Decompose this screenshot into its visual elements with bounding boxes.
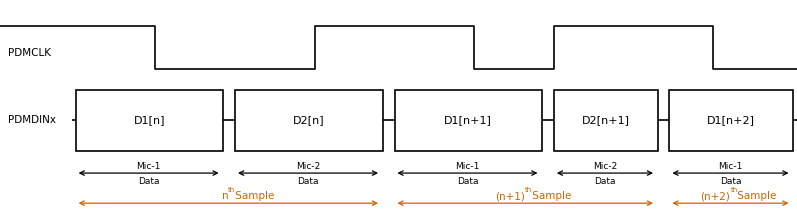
Bar (76, 90, 223, 150)
Text: Mic-1: Mic-1 (455, 162, 480, 171)
Text: th: th (730, 187, 738, 194)
Bar (669, 90, 793, 150)
Text: Data: Data (457, 177, 478, 186)
Text: D2[n+1]: D2[n+1] (582, 115, 630, 125)
Text: Mic-1: Mic-1 (136, 162, 161, 171)
Text: PDMDINx: PDMDINx (8, 115, 56, 125)
Text: Mic-2: Mic-2 (296, 162, 320, 171)
Text: Sample: Sample (734, 191, 777, 201)
Text: D1[n+1]: D1[n+1] (444, 115, 493, 125)
Text: PDMCLK: PDMCLK (8, 48, 51, 58)
Text: D2[n]: D2[n] (293, 115, 324, 125)
Text: th: th (525, 187, 532, 194)
Text: Mic-2: Mic-2 (593, 162, 617, 171)
Bar (235, 90, 383, 150)
Text: n: n (222, 191, 228, 201)
Text: Data: Data (297, 177, 319, 186)
Bar (554, 90, 658, 150)
Text: Data: Data (595, 177, 615, 186)
Bar (395, 90, 542, 150)
Text: Sample: Sample (232, 191, 275, 201)
Text: D1[n+2]: D1[n+2] (707, 115, 756, 125)
Text: D1[n]: D1[n] (134, 115, 165, 125)
Text: th: th (228, 187, 236, 194)
Text: Mic-1: Mic-1 (718, 162, 743, 171)
Text: (n+2): (n+2) (701, 191, 730, 201)
Text: Data: Data (138, 177, 159, 186)
Text: (n+1): (n+1) (496, 191, 525, 201)
Text: Sample: Sample (529, 191, 571, 201)
Text: Data: Data (720, 177, 741, 186)
